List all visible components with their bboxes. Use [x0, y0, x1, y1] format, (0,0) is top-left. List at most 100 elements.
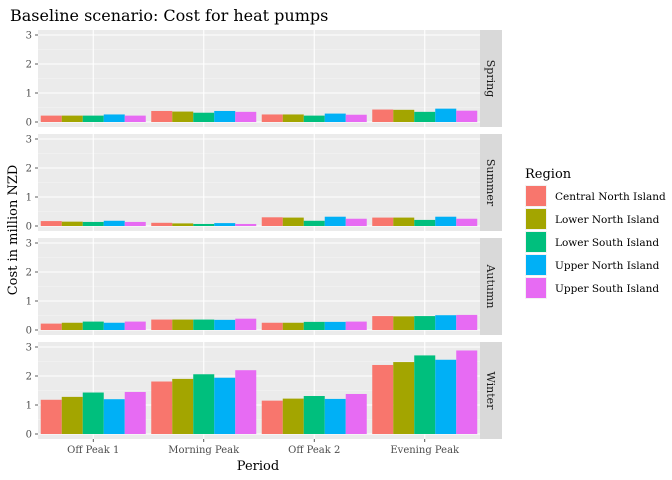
- legend-item: Upper South Island: [525, 277, 659, 299]
- y-tick-label: 3: [26, 31, 32, 42]
- bar: [214, 223, 236, 226]
- bar: [235, 370, 257, 434]
- facet-panel-summer: 0 1 2 3 Summer: [26, 134, 502, 233]
- bar: [40, 323, 62, 330]
- y-tick-label: 1: [26, 297, 32, 308]
- bar: [82, 321, 104, 330]
- bar: [261, 114, 283, 122]
- bar: [414, 316, 436, 330]
- bar: [345, 393, 367, 434]
- bar: [124, 391, 146, 434]
- bar: [151, 222, 173, 226]
- bar: [214, 377, 236, 434]
- bar: [124, 115, 146, 122]
- bar: [372, 217, 394, 226]
- bar: [372, 364, 394, 434]
- facet-strip-label: Winter: [484, 372, 497, 411]
- bar: [435, 315, 457, 330]
- legend: Region Central North Island Lower North I…: [525, 167, 666, 299]
- bar: [372, 316, 394, 330]
- y-tick-label: 1: [26, 89, 32, 100]
- y-tick-label: 0: [26, 118, 32, 129]
- legend-label: Upper North Island: [555, 260, 660, 272]
- bar: [435, 216, 457, 226]
- bar: [324, 216, 346, 226]
- x-tick-label: Morning Peak: [168, 445, 240, 456]
- bar: [40, 221, 62, 226]
- legend-swatch: [526, 278, 546, 298]
- facet-panel-spring: 0 1 2 3 Spring: [26, 30, 502, 129]
- bar: [261, 400, 283, 434]
- bar: [456, 314, 478, 330]
- x-tick-label: Off Peak 1: [67, 445, 119, 456]
- bar: [303, 396, 325, 434]
- bar: [193, 319, 215, 330]
- bar: [324, 113, 346, 122]
- bar: [261, 217, 283, 226]
- y-tick-label: 1: [26, 193, 32, 204]
- bar: [282, 322, 304, 330]
- bar: [61, 322, 83, 330]
- facet-strip: [480, 134, 502, 231]
- bar: [456, 110, 478, 122]
- bar: [124, 321, 146, 330]
- y-axis-title: Cost in million NZD: [6, 165, 21, 296]
- y-tick-label: 3: [26, 239, 32, 250]
- bar: [103, 322, 125, 330]
- bar: [40, 399, 62, 434]
- bar: [393, 362, 415, 434]
- bar: [345, 114, 367, 122]
- legend-item: Lower South Island: [525, 231, 659, 253]
- bar: [151, 319, 173, 330]
- legend-label: Lower North Island: [555, 214, 660, 226]
- bar: [172, 111, 194, 122]
- y-tick-label: 0: [26, 326, 32, 337]
- legend-swatch: [526, 255, 546, 275]
- x-axis: Off Peak 1 Morning Peak Off Peak 2 Evening …: [67, 439, 460, 456]
- y-tick-label: 2: [26, 164, 32, 175]
- facet-strip-label: Summer: [484, 159, 497, 207]
- bar: [282, 398, 304, 434]
- legend-title: Region: [525, 167, 572, 182]
- bar: [282, 114, 304, 122]
- x-tick-label: Evening Peak: [390, 445, 460, 456]
- y-tick-label: 1: [26, 401, 32, 412]
- bar: [345, 218, 367, 226]
- bar: [435, 359, 457, 434]
- legend-label: Central North Island: [555, 191, 666, 203]
- facet-strip: [480, 30, 502, 127]
- legend-swatch: [526, 209, 546, 229]
- bar: [456, 350, 478, 434]
- y-tick-label: 0: [26, 430, 32, 441]
- bar: [235, 223, 257, 226]
- bar: [172, 223, 194, 226]
- bar: [393, 316, 415, 330]
- bar: [345, 321, 367, 330]
- legend-label: Upper South Island: [555, 283, 659, 295]
- bar: [456, 218, 478, 226]
- facet-strip-label: Autumn: [484, 263, 497, 308]
- bar: [82, 115, 104, 122]
- bar: [193, 374, 215, 434]
- bar: [414, 219, 436, 226]
- facet-panel-winter: 0 1 2 3 Winter: [26, 342, 502, 441]
- bar: [103, 399, 125, 434]
- bar: [435, 108, 457, 122]
- bar: [214, 110, 236, 122]
- bar: [172, 378, 194, 434]
- legend-label: Lower South Island: [555, 237, 659, 249]
- bar: [172, 319, 194, 330]
- bar: [103, 114, 125, 122]
- bar: [414, 111, 436, 122]
- y-tick-label: 3: [26, 135, 32, 146]
- y-tick-label: 2: [26, 60, 32, 71]
- y-tick-label: 3: [26, 343, 32, 354]
- facet-panel-autumn: 0 1 2 3 Autumn: [26, 238, 502, 337]
- bar: [303, 115, 325, 122]
- legend-item: Upper North Island: [525, 254, 660, 276]
- facet-strip: [480, 342, 502, 439]
- bar: [414, 355, 436, 434]
- bar: [151, 110, 173, 122]
- bar: [193, 112, 215, 122]
- legend-item: Lower North Island: [525, 208, 660, 230]
